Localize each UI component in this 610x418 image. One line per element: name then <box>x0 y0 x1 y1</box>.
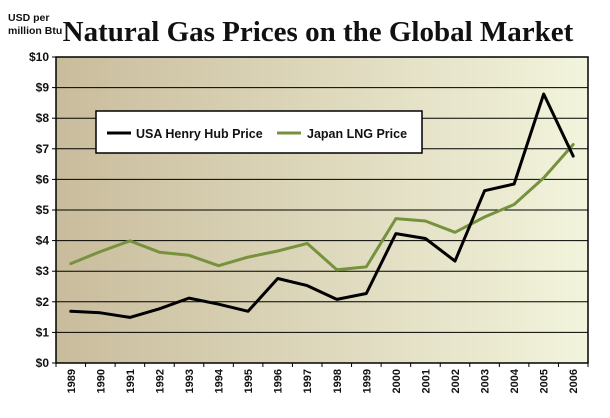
x-tick-label: 1996 <box>273 369 285 393</box>
x-tick-label: 2002 <box>450 369 462 393</box>
legend: USA Henry Hub Price Japan LNG Price <box>95 110 423 154</box>
y-tick-label: $5 <box>36 203 50 217</box>
x-tick-label: 2006 <box>568 369 580 393</box>
y-tick-label: $3 <box>36 264 50 278</box>
y-tick-label: $10 <box>29 50 49 64</box>
x-tick-label: 1993 <box>184 369 196 393</box>
x-tick-label: 1997 <box>302 369 314 393</box>
y-tick-label: $8 <box>36 111 50 125</box>
y-tick-label: $7 <box>36 142 50 156</box>
x-tick-label: 2004 <box>509 368 521 393</box>
x-tick-label: 1989 <box>66 369 78 393</box>
x-tick-label: 1995 <box>243 369 255 393</box>
series-line-henry-hub <box>69 92 575 319</box>
y-axis-unit-label-line-1: USD per <box>8 12 49 24</box>
x-tick-label: 1998 <box>332 369 344 393</box>
x-tick-label: 1990 <box>95 369 107 393</box>
series-lines <box>69 92 575 319</box>
y-tick-label: $0 <box>36 356 50 370</box>
y-tick-label: $6 <box>36 172 50 186</box>
x-tick-label: 1994 <box>214 368 226 393</box>
legend-label-henry-hub: USA Henry Hub Price <box>136 127 263 141</box>
y-axis-ticks: $0 $1 $2 $3 $4 $5 $6 $7 $8 $9 $10 <box>29 50 56 370</box>
x-axis-ticks: 1989 1990 1991 1992 1993 1994 1995 1996 1997 1998… <box>55 363 589 393</box>
x-tick-label: 1992 <box>154 369 166 393</box>
x-tick-label: 2000 <box>391 369 403 393</box>
y-tick-label: $1 <box>36 325 50 339</box>
series-line-japan-lng <box>69 143 575 272</box>
x-tick-label: 1999 <box>361 369 373 393</box>
y-tick-label: $9 <box>36 81 50 95</box>
y-tick-label: $4 <box>36 234 50 248</box>
chart-title: Natural Gas Prices on the Global Market <box>63 16 574 48</box>
x-tick-label: 2001 <box>420 369 432 393</box>
y-axis-unit-label-line-2: million Btu <box>8 25 62 37</box>
x-tick-label: 2005 <box>539 369 551 393</box>
legend-label-japan-lng: Japan LNG Price <box>307 127 407 141</box>
x-tick-label: 1991 <box>125 369 137 393</box>
y-tick-label: $2 <box>36 295 50 309</box>
legend-box <box>95 110 423 154</box>
x-tick-label: 2003 <box>480 369 492 393</box>
